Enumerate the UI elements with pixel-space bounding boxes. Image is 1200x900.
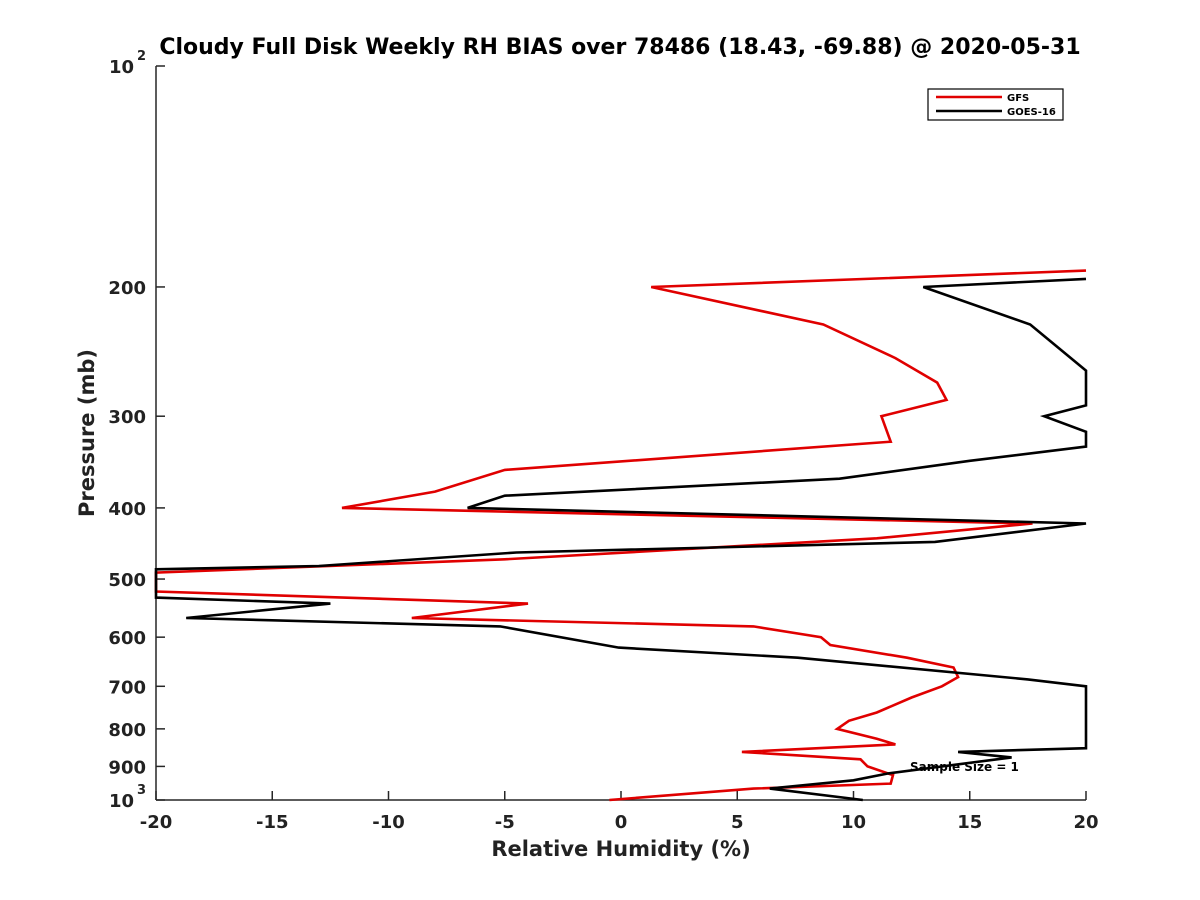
y-tick-label: 600: [108, 628, 146, 649]
chart-title: Cloudy Full Disk Weekly RH BIAS over 784…: [159, 35, 1080, 60]
y-tick-label: 10: [109, 57, 134, 78]
plot-frame: [156, 66, 1086, 800]
series-layer: [154, 269, 1088, 802]
y-tick-label: 300: [108, 407, 146, 428]
y-tick-exponent: 3: [137, 783, 146, 798]
x-tick-label: -5: [495, 812, 515, 833]
y-tick-label: 900: [108, 757, 146, 778]
legend-label-gfs: GFS: [1007, 93, 1029, 104]
x-tick-label: -10: [372, 812, 405, 833]
y-tick-label: 500: [108, 570, 146, 591]
x-axis-label: Relative Humidity (%): [491, 837, 750, 861]
sample-size-annotation: Sample Size = 1: [910, 760, 1019, 774]
legend: GFS GOES-16: [927, 88, 1064, 121]
x-tick-label: 0: [615, 812, 628, 833]
x-tick-label: -15: [256, 812, 289, 833]
y-tick-label: 800: [108, 720, 146, 741]
y-tick-label: 700: [108, 677, 146, 698]
series-line-goes16: [154, 277, 1088, 802]
y-axis-label: Pressure (mb): [75, 349, 99, 517]
x-tick-label: 20: [1073, 812, 1098, 833]
x-ticks: -20 -15 -10 -5 0 5 10 15 20: [140, 791, 1099, 833]
legend-box: [927, 88, 1064, 121]
legend-label-goes16: GOES-16: [1007, 107, 1056, 118]
y-tick-exponent: 2: [137, 49, 146, 64]
x-tick-label: 15: [957, 812, 982, 833]
y-tick-label: 10: [109, 791, 134, 812]
x-tick-label: -20: [140, 812, 173, 833]
y-tick-label: 200: [108, 278, 146, 299]
x-tick-label: 5: [731, 812, 744, 833]
y-tick-label: 400: [108, 499, 146, 520]
series-line-gfs: [154, 269, 1087, 802]
x-tick-label: 10: [841, 812, 866, 833]
